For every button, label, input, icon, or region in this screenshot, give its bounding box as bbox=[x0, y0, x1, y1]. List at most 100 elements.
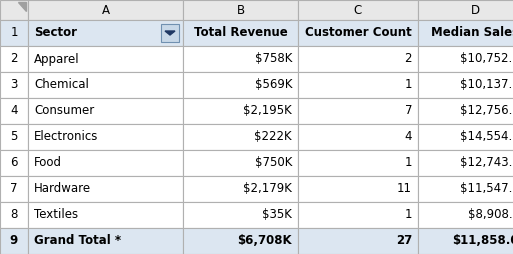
Bar bbox=[418, 20, 513, 46]
Text: Electronics: Electronics bbox=[34, 131, 98, 144]
Text: 27: 27 bbox=[396, 234, 412, 247]
Text: 2: 2 bbox=[10, 53, 18, 66]
Bar bbox=[183, 150, 298, 176]
Text: 2: 2 bbox=[404, 53, 412, 66]
Text: 11: 11 bbox=[397, 183, 412, 196]
Bar bbox=[418, 124, 513, 150]
Text: 9: 9 bbox=[10, 234, 18, 247]
Bar bbox=[298, 72, 418, 98]
Text: $222K: $222K bbox=[254, 131, 292, 144]
Bar bbox=[28, 72, 183, 98]
Bar bbox=[0, 176, 28, 202]
Bar bbox=[0, 0, 28, 20]
Text: 3: 3 bbox=[10, 78, 17, 91]
Text: $14,554.00: $14,554.00 bbox=[460, 131, 513, 144]
Text: $10,752.50: $10,752.50 bbox=[460, 53, 513, 66]
Text: 1: 1 bbox=[10, 26, 18, 40]
Bar bbox=[0, 46, 28, 72]
Text: $11,858.00: $11,858.00 bbox=[452, 234, 513, 247]
Bar bbox=[298, 202, 418, 228]
Text: $8,908.00: $8,908.00 bbox=[468, 209, 513, 221]
Text: $750K: $750K bbox=[254, 156, 292, 169]
Text: $35K: $35K bbox=[262, 209, 292, 221]
Bar bbox=[28, 150, 183, 176]
Bar bbox=[418, 98, 513, 124]
Bar bbox=[161, 24, 179, 42]
Text: 5: 5 bbox=[10, 131, 17, 144]
Text: 4: 4 bbox=[404, 131, 412, 144]
Bar bbox=[183, 202, 298, 228]
Text: $12,743.50: $12,743.50 bbox=[460, 156, 513, 169]
Text: 1: 1 bbox=[404, 156, 412, 169]
Polygon shape bbox=[18, 2, 26, 11]
Text: 7: 7 bbox=[404, 104, 412, 118]
Bar bbox=[183, 176, 298, 202]
Text: 1: 1 bbox=[404, 209, 412, 221]
Bar bbox=[28, 202, 183, 228]
Bar bbox=[418, 176, 513, 202]
Bar bbox=[0, 98, 28, 124]
Text: 4: 4 bbox=[10, 104, 18, 118]
Text: $12,756.00: $12,756.00 bbox=[460, 104, 513, 118]
Bar bbox=[298, 124, 418, 150]
Bar bbox=[298, 0, 418, 20]
Text: Apparel: Apparel bbox=[34, 53, 80, 66]
Bar bbox=[28, 98, 183, 124]
Bar bbox=[28, 228, 183, 254]
Bar bbox=[418, 150, 513, 176]
Text: Customer Count: Customer Count bbox=[305, 26, 411, 40]
Text: $2,179K: $2,179K bbox=[243, 183, 292, 196]
Bar bbox=[0, 228, 28, 254]
Bar bbox=[183, 20, 298, 46]
Bar bbox=[183, 46, 298, 72]
Bar bbox=[298, 98, 418, 124]
Text: 7: 7 bbox=[10, 183, 18, 196]
Text: D: D bbox=[471, 4, 480, 17]
Text: Total Revenue: Total Revenue bbox=[193, 26, 287, 40]
Bar bbox=[298, 150, 418, 176]
Text: B: B bbox=[236, 4, 245, 17]
Text: Consumer: Consumer bbox=[34, 104, 94, 118]
Bar bbox=[28, 20, 183, 46]
Text: $11,547.50: $11,547.50 bbox=[460, 183, 513, 196]
Text: $569K: $569K bbox=[254, 78, 292, 91]
Bar bbox=[0, 124, 28, 150]
Text: A: A bbox=[102, 4, 109, 17]
Bar bbox=[298, 20, 418, 46]
Bar bbox=[418, 228, 513, 254]
Bar bbox=[183, 0, 298, 20]
Bar bbox=[183, 98, 298, 124]
Text: Sector: Sector bbox=[34, 26, 77, 40]
Bar bbox=[183, 228, 298, 254]
Bar bbox=[28, 176, 183, 202]
Text: Textiles: Textiles bbox=[34, 209, 78, 221]
Bar bbox=[298, 176, 418, 202]
Bar bbox=[0, 202, 28, 228]
Bar bbox=[418, 0, 513, 20]
Bar bbox=[0, 72, 28, 98]
Text: 1: 1 bbox=[404, 78, 412, 91]
Bar bbox=[418, 72, 513, 98]
Text: $10,137.50: $10,137.50 bbox=[460, 78, 513, 91]
Bar bbox=[418, 46, 513, 72]
Bar bbox=[28, 124, 183, 150]
Bar bbox=[0, 20, 28, 46]
Bar bbox=[28, 0, 183, 20]
Bar bbox=[28, 46, 183, 72]
Bar bbox=[298, 46, 418, 72]
Text: 6: 6 bbox=[10, 156, 18, 169]
Text: Median Sales: Median Sales bbox=[431, 26, 513, 40]
Text: Hardware: Hardware bbox=[34, 183, 91, 196]
Bar bbox=[183, 124, 298, 150]
Text: Grand Total *: Grand Total * bbox=[34, 234, 121, 247]
Text: 8: 8 bbox=[10, 209, 17, 221]
Text: $2,195K: $2,195K bbox=[243, 104, 292, 118]
Text: $6,708K: $6,708K bbox=[238, 234, 292, 247]
Text: Chemical: Chemical bbox=[34, 78, 89, 91]
Polygon shape bbox=[165, 31, 175, 35]
Text: $758K: $758K bbox=[254, 53, 292, 66]
Bar bbox=[298, 228, 418, 254]
Bar bbox=[0, 150, 28, 176]
Text: Food: Food bbox=[34, 156, 62, 169]
Bar bbox=[418, 202, 513, 228]
